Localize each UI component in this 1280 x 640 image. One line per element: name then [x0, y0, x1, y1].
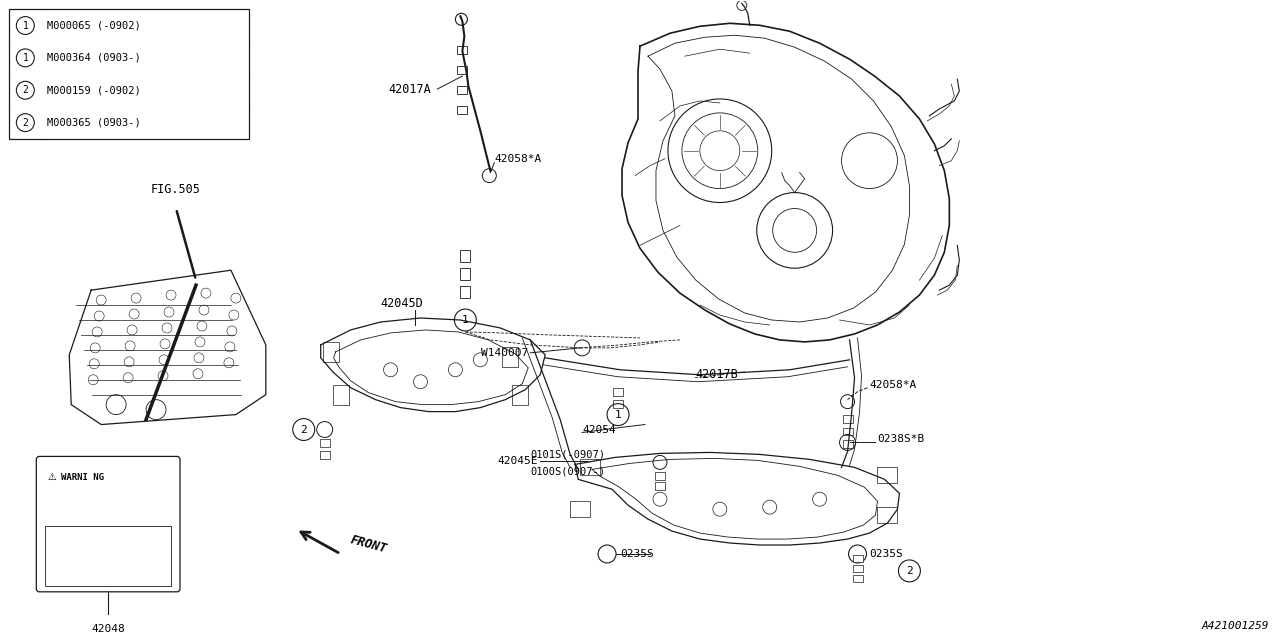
Text: 42045D: 42045D [380, 297, 424, 310]
Bar [45, 525, 172, 586]
Bar [852, 565, 863, 572]
Text: 1: 1 [462, 315, 468, 325]
Text: 0100S(0907-): 0100S(0907-) [530, 467, 605, 476]
Text: 2: 2 [906, 566, 913, 576]
Text: 42058*A: 42058*A [494, 154, 541, 164]
Bar [842, 415, 852, 422]
Text: W140007: W140007 [481, 348, 529, 358]
Text: 42017A: 42017A [389, 83, 431, 95]
Text: FIG.505: FIG.505 [151, 182, 201, 196]
Text: 0235S: 0235S [869, 549, 904, 559]
Bar [842, 428, 852, 435]
Bar [613, 388, 623, 396]
Text: 0238S*B: 0238S*B [878, 435, 924, 444]
Bar [461, 250, 470, 262]
Bar [842, 440, 852, 449]
Bar [613, 399, 623, 408]
Text: ⚠: ⚠ [47, 472, 56, 483]
Text: 42017B: 42017B [695, 368, 737, 381]
Bar [9, 10, 248, 139]
Text: 42058*A: 42058*A [869, 380, 916, 390]
Text: ⚠: ⚠ [50, 532, 56, 541]
Text: M000365 (0903-): M000365 (0903-) [47, 118, 141, 127]
Bar [852, 575, 863, 582]
Bar [457, 46, 467, 54]
Text: 42054: 42054 [582, 424, 616, 435]
Bar [461, 286, 470, 298]
FancyBboxPatch shape [36, 456, 180, 592]
Text: AVERTISSEMENT: AVERTISSEMENT [61, 532, 122, 541]
Bar [655, 472, 664, 480]
Text: 2: 2 [22, 85, 28, 95]
Text: M000159 (-0902): M000159 (-0902) [47, 85, 141, 95]
Bar [461, 268, 470, 280]
Text: FRONT: FRONT [348, 533, 388, 555]
Text: 1: 1 [614, 410, 621, 420]
Text: A421001259: A421001259 [1201, 621, 1268, 630]
Text: M000364 (0903-): M000364 (0903-) [47, 53, 141, 63]
Text: 0235S: 0235S [620, 549, 654, 559]
Bar [320, 440, 330, 447]
Bar [655, 483, 664, 490]
Bar [320, 451, 330, 460]
Text: 42048: 42048 [91, 623, 125, 634]
Bar [457, 66, 467, 74]
Text: 2: 2 [301, 424, 307, 435]
Text: 0101S(-0907): 0101S(-0907) [530, 449, 605, 460]
Text: WARNI NG: WARNI NG [61, 473, 104, 482]
Text: M000065 (-0902): M000065 (-0902) [47, 20, 141, 31]
Text: 1: 1 [22, 53, 28, 63]
Text: 42045E: 42045E [498, 456, 538, 467]
Bar [457, 86, 467, 94]
Text: 1: 1 [22, 20, 28, 31]
Bar [852, 555, 863, 562]
Text: 2: 2 [22, 118, 28, 127]
Bar [457, 106, 467, 114]
